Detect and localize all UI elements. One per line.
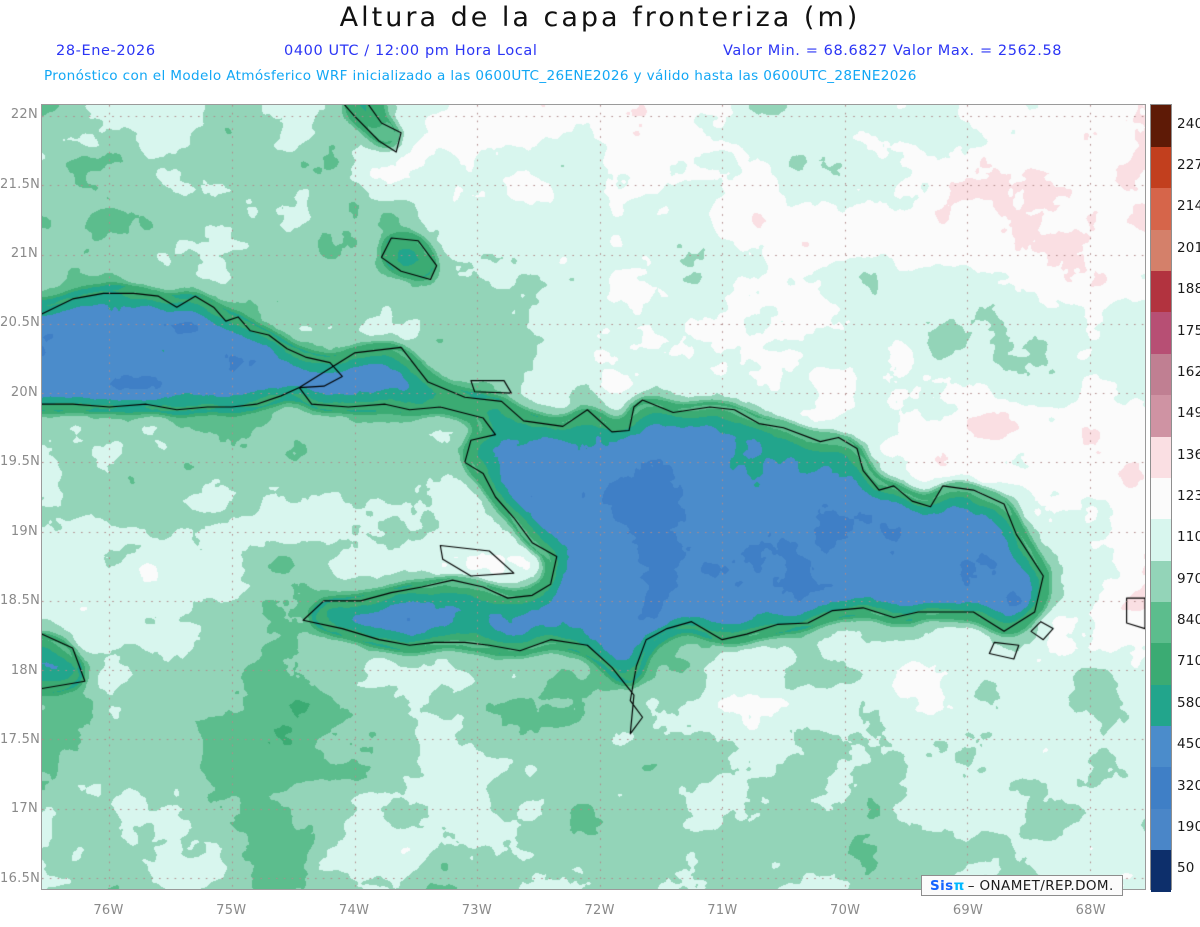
colorbar-tick-label: 970: [1177, 570, 1200, 587]
colorbar-tick-label: 2270: [1177, 157, 1200, 174]
x-axis-tick: 74W: [338, 903, 370, 918]
colorbar-band: [1151, 849, 1171, 892]
x-axis-tick: 72W: [584, 903, 615, 918]
y-axis-tick: 17.5N: [0, 732, 41, 748]
x-axis-tick: 68W: [1075, 903, 1106, 918]
colorbar-band: [1151, 684, 1171, 727]
y-axis-tick: 19N: [10, 523, 38, 539]
colorbar-band: [1151, 477, 1171, 520]
colorbar-tick-label: 1360: [1177, 446, 1200, 463]
y-axis-tick: 21N: [10, 245, 38, 261]
colorbar-band: [1151, 601, 1171, 644]
x-axis-tick: 73W: [461, 903, 492, 918]
y-axis-tick: 16.5N: [0, 870, 41, 886]
x-axis-tick: 76W: [93, 903, 124, 918]
colorbar-band: [1151, 518, 1171, 561]
colorbar-band: [1151, 311, 1171, 354]
colorbar-band: [1151, 808, 1171, 851]
colorbar-band: [1151, 187, 1171, 230]
x-axis-tick: 70W: [830, 903, 861, 918]
colorbar-band: [1151, 435, 1171, 478]
x-axis-tick: 69W: [952, 903, 984, 918]
model-subtitle: Pronóstico con el Modelo Atmósferico WRF…: [44, 68, 917, 84]
colorbar-band: [1151, 725, 1171, 768]
contour-field-canvas: [42, 105, 1145, 889]
colorbar-band: [1151, 394, 1171, 437]
colorbar: [1150, 104, 1172, 892]
colorbar-band: [1151, 229, 1171, 272]
colorbar-tick-label: 840: [1177, 612, 1200, 629]
page-title: Altura de la capa fronteriza (m): [339, 2, 861, 33]
watermark-sis-text: Sis: [930, 877, 954, 894]
colorbar-band: [1151, 270, 1171, 313]
colorbar-tick-label: 320: [1177, 777, 1200, 794]
y-axis-tick: 19.5N: [0, 454, 41, 470]
value-min-max: Valor Min. = 68.6827 Valor Max. = 2562.5…: [723, 43, 1063, 59]
colorbar-tick-label: 1750: [1177, 322, 1200, 339]
colorbar-band: [1151, 353, 1171, 396]
colorbar-tick-label: 1230: [1177, 488, 1200, 504]
watermark-org-text: – ONAMET/REP.DOM.: [967, 877, 1114, 894]
x-axis-tick: 71W: [707, 903, 738, 918]
colorbar-tick-label: 190: [1177, 818, 1200, 835]
y-axis-tick: 17N: [10, 801, 38, 817]
y-axis-tick: 20.5N: [0, 315, 41, 331]
colorbar-tick-label: 450: [1177, 736, 1200, 753]
colorbar-tick-label: 1100: [1177, 529, 1200, 546]
x-axis-tick: 75W: [216, 903, 247, 918]
y-axis-tick: 18N: [10, 662, 38, 678]
colorbar-tick-label: 2400: [1177, 115, 1200, 132]
attribution-watermark: Sis π – ONAMET/REP.DOM.: [921, 875, 1123, 896]
colorbar-band: [1151, 560, 1171, 602]
colorbar-tick-label: 710: [1177, 653, 1200, 670]
colorbar-band: [1151, 766, 1171, 809]
forecast-date: 28-Ene-2026: [56, 43, 156, 59]
colorbar-tick-label: 1620: [1177, 363, 1200, 380]
colorbar-tick-label: 2140: [1177, 198, 1200, 215]
colorbar-tick-label: 580: [1177, 694, 1200, 711]
colorbar-tick-label: 1490: [1177, 405, 1200, 422]
colorbar-tick-label: 2010: [1177, 239, 1200, 256]
colorbar-band: [1151, 146, 1171, 189]
y-axis-tick: 18.5N: [0, 593, 41, 609]
y-axis-tick: 21.5N: [0, 176, 41, 192]
y-axis-tick: 22N: [10, 107, 38, 123]
colorbar-band: [1151, 105, 1171, 147]
colorbar-tick-label: 1880: [1177, 281, 1200, 298]
map-plot-area: [41, 104, 1146, 890]
colorbar-tick-label: 50: [1177, 860, 1195, 877]
forecast-time: 0400 UTC / 12:00 pm Hora Local: [284, 43, 538, 59]
y-axis-tick: 20N: [10, 384, 38, 400]
watermark-pi-icon: π: [953, 877, 965, 894]
colorbar-band: [1151, 642, 1171, 685]
